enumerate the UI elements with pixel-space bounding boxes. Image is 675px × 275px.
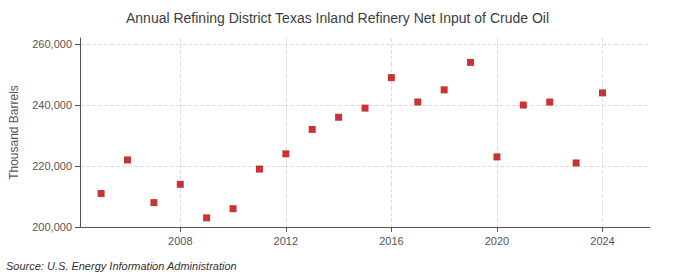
svg-text:2012: 2012 <box>274 235 298 247</box>
svg-text:240,000: 240,000 <box>32 99 72 111</box>
svg-text:Source: U.S. Energy Informatio: Source: U.S. Energy Information Administ… <box>6 260 237 272</box>
svg-text:2016: 2016 <box>379 235 403 247</box>
svg-text:220,000: 220,000 <box>32 160 72 172</box>
svg-text:2020: 2020 <box>485 235 509 247</box>
svg-text:200,000: 200,000 <box>32 221 72 233</box>
svg-text:260,000: 260,000 <box>32 38 72 50</box>
svg-text:2024: 2024 <box>590 235 614 247</box>
svg-text:2008: 2008 <box>168 235 192 247</box>
svg-text:Annual Refining District Texas: Annual Refining District Texas Inland Re… <box>126 10 549 26</box>
svg-text:Thousand Barrels: Thousand Barrels <box>7 85 21 180</box>
